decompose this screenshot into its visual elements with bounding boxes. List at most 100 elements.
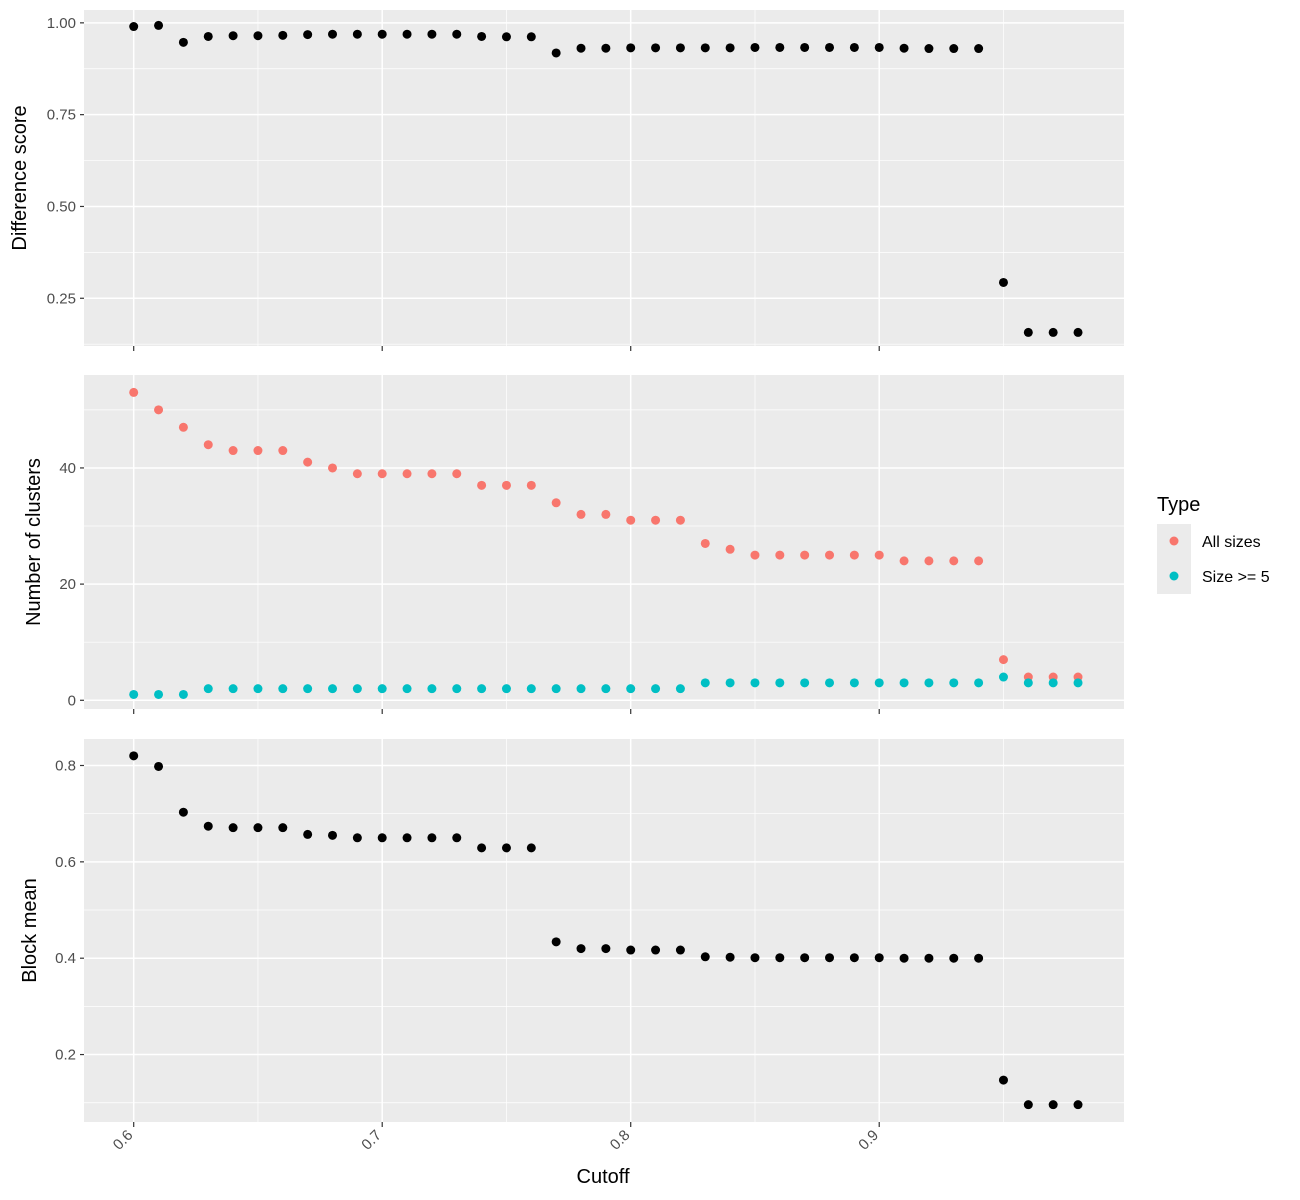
series-2: [129, 672, 1083, 699]
data-point: [949, 556, 959, 566]
data-point: [1048, 327, 1058, 337]
data-point: [402, 684, 412, 694]
data-point: [974, 678, 984, 688]
y-tick-label: 0.25: [47, 290, 76, 307]
x-tick-label: 0.7: [358, 1127, 385, 1154]
data-point: [203, 821, 213, 831]
data-point: [154, 689, 164, 699]
data-point: [800, 953, 810, 963]
y-tick-label: 0: [68, 692, 76, 709]
data-point: [377, 29, 387, 39]
data-point: [154, 20, 164, 30]
data-point: [1073, 327, 1083, 337]
data-point: [651, 43, 661, 53]
x-axis-title: Cutoff: [577, 1166, 630, 1188]
data-point: [377, 684, 387, 694]
data-point: [675, 945, 685, 955]
data-point: [278, 684, 288, 694]
data-point: [626, 43, 636, 53]
y-tick-label: 0.6: [55, 854, 76, 871]
data-point: [526, 684, 536, 694]
data-point: [874, 678, 884, 688]
data-point: [253, 823, 263, 833]
data-point: [178, 807, 188, 817]
data-point: [725, 678, 735, 688]
data-point: [402, 469, 412, 479]
data-point: [675, 515, 685, 525]
data-point: [501, 843, 511, 853]
data-point: [303, 684, 313, 694]
data-point: [427, 469, 437, 479]
data-point: [924, 44, 934, 54]
panel-3: 0.2 0.4 0.6 0.8 Block mean 0.6 0.7 0.8 0.9: [19, 739, 1124, 1154]
data-point: [129, 22, 139, 32]
data-point: [377, 469, 387, 479]
x-tick-label: 0.6: [110, 1127, 137, 1154]
y-tick-label: 0.4: [55, 950, 76, 967]
data-point: [924, 953, 934, 963]
data-point: [1023, 327, 1033, 337]
data-point: [154, 405, 164, 415]
data-point: [750, 550, 760, 560]
series-1: [129, 387, 1083, 682]
data-point: [427, 29, 437, 39]
data-point: [1048, 678, 1058, 688]
panel-background: [84, 10, 1124, 346]
data-point: [874, 42, 884, 52]
data-point: [328, 29, 338, 39]
data-point: [352, 833, 362, 843]
data-point: [501, 480, 511, 490]
data-point: [750, 678, 760, 688]
data-point: [775, 42, 785, 52]
data-point: [129, 689, 139, 699]
data-point: [228, 31, 238, 41]
data-point: [800, 42, 810, 52]
data-point: [874, 550, 884, 560]
panel-2: 0 20 40 Number of clusters: [23, 375, 1124, 714]
data-point: [452, 29, 462, 39]
data-point: [203, 684, 213, 694]
data-point: [452, 469, 462, 479]
legend-label-size-5: Size >= 5: [1202, 569, 1270, 586]
data-point: [129, 751, 139, 761]
data-point: [402, 833, 412, 843]
data-point: [899, 556, 909, 566]
data-point: [601, 509, 611, 519]
data-point: [303, 30, 313, 40]
legend-key-all-sizes: [1169, 536, 1179, 546]
data-point: [825, 42, 835, 52]
data-point: [849, 678, 859, 688]
data-point: [178, 689, 188, 699]
legend-key-background: [1157, 524, 1191, 594]
data-point: [551, 684, 561, 694]
data-point: [974, 44, 984, 54]
data-point: [750, 953, 760, 963]
data-point: [949, 953, 959, 963]
data-point: [651, 945, 661, 955]
data-point: [700, 952, 710, 962]
data-point: [203, 440, 213, 450]
data-point: [228, 684, 238, 694]
data-point: [626, 945, 636, 955]
data-point: [551, 48, 561, 58]
data-point: [402, 29, 412, 39]
data-point: [998, 1075, 1008, 1085]
y-axis-title: Number of clusters: [23, 458, 45, 626]
data-point: [526, 843, 536, 853]
data-point: [700, 678, 710, 688]
data-point: [800, 678, 810, 688]
data-point: [551, 498, 561, 508]
x-tick-label: 0.8: [607, 1127, 634, 1154]
data-point: [849, 953, 859, 963]
data-point: [651, 684, 661, 694]
data-point: [825, 678, 835, 688]
data-point: [899, 953, 909, 963]
data-point: [974, 953, 984, 963]
series-1: [129, 20, 1083, 337]
data-point: [1073, 678, 1083, 688]
legend-label-all-sizes: All sizes: [1202, 534, 1261, 551]
data-point: [377, 833, 387, 843]
data-point: [129, 387, 139, 397]
data-point: [675, 684, 685, 694]
panel-background: [84, 739, 1124, 1122]
